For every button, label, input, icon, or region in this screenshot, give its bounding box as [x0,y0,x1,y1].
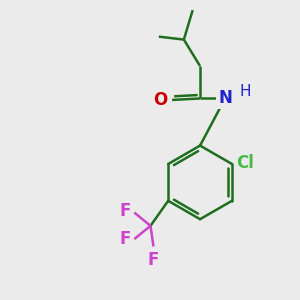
Text: O: O [153,91,168,109]
Text: F: F [119,230,131,248]
Text: F: F [119,202,131,220]
Text: Cl: Cl [236,154,254,172]
Text: F: F [148,251,159,269]
Text: N: N [218,89,232,107]
Text: H: H [240,84,251,99]
